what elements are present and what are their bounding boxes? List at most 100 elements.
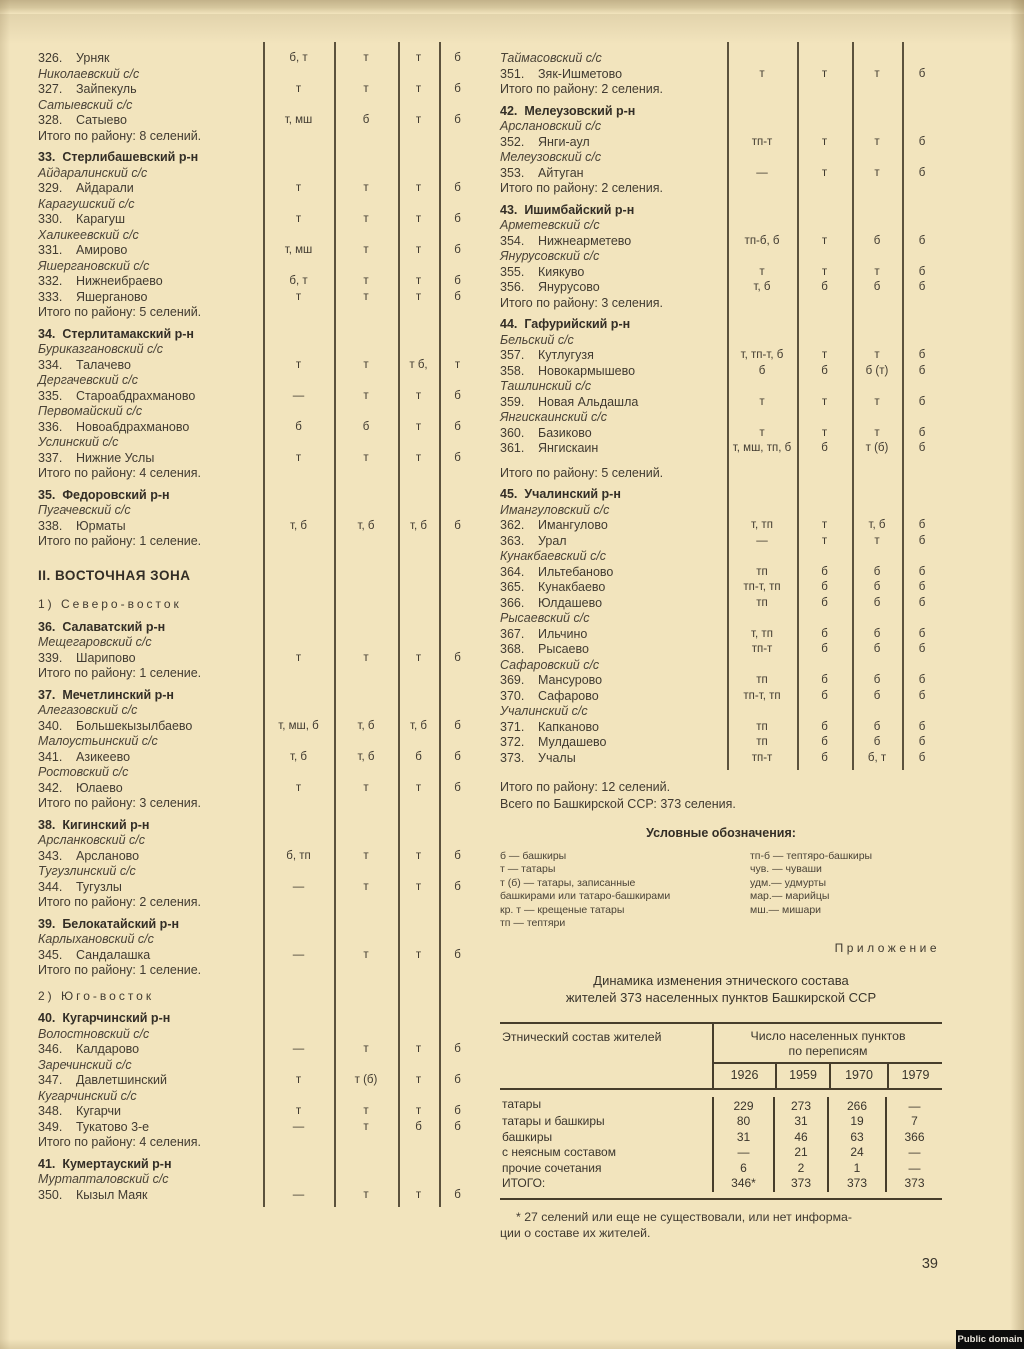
district-heading: 33. Стерлибашевский р-н (38, 150, 199, 164)
count-cell: 373 (773, 1176, 827, 1192)
district-heading: 45. Учалинский р-н (500, 487, 621, 501)
ethnicity-code-cell: т, б (357, 719, 375, 732)
ethnicity-code-cell: б (918, 627, 926, 640)
settlement-number: 360. (500, 425, 525, 440)
district-total: Итого по району: 1 селение. (38, 534, 202, 548)
ethnicity-code-cell: б, т (289, 275, 308, 287)
settlement-name: 342. Юлаево (38, 780, 123, 795)
appendix-table-row: ИТОГО: 346* 373 373 373 (500, 1176, 942, 1192)
ethnicity-code-cell: т (415, 948, 422, 961)
settlement-row: 331. Амирово т, мш т т б (38, 243, 476, 259)
settlement-row: 367. Ильчино т, тп б б б (500, 627, 942, 643)
ethnicity-code-cell: б (873, 565, 881, 578)
settlement-number: 340. (38, 718, 63, 733)
count-cell: 31 (712, 1129, 773, 1145)
settlement-number: 354. (500, 233, 525, 248)
district-total: Итого по району: 4 селения. (38, 1135, 201, 1149)
selsovet-label: Заречинский с/с (38, 1057, 132, 1072)
ethnicity-code-cell: б (454, 849, 461, 862)
ethnicity-code-cell: б (362, 420, 370, 433)
ethnicity-code-cell: т (363, 781, 369, 794)
ethnicity-code-cell: т (415, 880, 422, 893)
settlements-table-left-ruled-area: 326. Урняк б, т т т б Николаевский с/с 327. Зайп… (38, 42, 476, 1207)
settlement-name: 366. Юлдашево (500, 595, 603, 610)
settlement-row: 372. Мулдашево тп б б б (500, 735, 942, 751)
ethnicity-code-cell: т (295, 182, 302, 194)
settlement-row: 326. Урняк б, т т т б (38, 51, 476, 67)
settlement-number: 335. (38, 388, 63, 403)
settlement-number: 356. (500, 280, 525, 294)
ethnicity-code-cell: т б, (409, 358, 428, 371)
ethnicity-code-cell: — (292, 1120, 305, 1133)
settlement-number: 346. (38, 1042, 63, 1056)
ethnicity-code-cell: т (415, 1105, 422, 1117)
settlement-number: 349. (38, 1119, 63, 1134)
settlement-name: 354. Нижнеарметево (500, 233, 632, 248)
ethnicity-code-cell: б (918, 426, 926, 439)
ethnicity-code-cell: т, тп (751, 519, 773, 531)
ethnicity-code-cell: т (415, 1188, 422, 1201)
settlements-table-left-column: 326. Урняк б, т т т б Николаевский с/с 327. Зайп… (38, 42, 476, 1207)
ethnicity-code-cell: т (б) (865, 442, 889, 454)
district-heading: 44. Гафурийский р-н (500, 317, 631, 331)
ethnicity-code-cell: б (821, 643, 828, 655)
ethnic-composition-label: ИТОГО: (502, 1176, 546, 1190)
settlement-number: 366. (500, 595, 525, 610)
count-cell: — (885, 1096, 942, 1114)
legend-right-column: тп-б — тептяро-башкиры чув. — чуваши удм.—… (746, 850, 942, 931)
ethnicity-code-cell: б, т (289, 52, 308, 64)
ethnicity-code-cell: — (756, 166, 768, 179)
settlements-table-right-column: Таймасовский с/с 351. Зяк-Ишметово т т т б Итог… (500, 42, 942, 1272)
ethnicity-code-cell: т, б (290, 750, 307, 763)
ethnicity-code-cell: — (292, 1043, 305, 1055)
ethnicity-code-cell: б (873, 736, 881, 748)
selsovet-label: Янгискаинский с/с (500, 410, 607, 424)
ethnicity-code-cell: б (454, 213, 461, 225)
ethnicity-code-cell: т (363, 244, 369, 256)
district-heading: 35. Федоровский р-н (38, 487, 170, 502)
ethnicity-code-cell: т (415, 52, 422, 64)
ethnicity-code-cell: т (363, 1105, 369, 1117)
ethnicity-code-cell: т, б (410, 719, 427, 732)
subzone-heading: 1) Северо-восток (38, 597, 182, 611)
ethnicity-code-cell: б (873, 596, 881, 609)
ethnicity-code-cell: т (415, 213, 422, 225)
count-cell: 373 (885, 1176, 942, 1192)
ethnicity-code-cell: т (415, 389, 422, 402)
selsovet-label: Буриказгановский с/с (38, 342, 163, 356)
ethnicity-code-cell: т (821, 135, 828, 148)
appendix-table-row: с неясным составом —21 24— (500, 1145, 942, 1161)
settlement-name: 331. Амирово (38, 243, 128, 257)
settlement-name: 334. Талачево (38, 357, 131, 372)
ethnicity-code-cell: т (821, 166, 828, 179)
selsovet-label: Ростовский с/с (38, 765, 129, 779)
ethnicity-code-cell: б (454, 948, 461, 961)
legend-entry: т (б) — татары, записанные (500, 876, 636, 889)
census-year: 1926 (730, 1068, 759, 1082)
scan-top-shadow (0, 14, 1024, 44)
selsovet-label: Арметевский с/с (500, 218, 600, 232)
settlement-row: 356. Янурусово т, б б б б (500, 280, 942, 296)
count-cell: 2 (773, 1160, 827, 1176)
ethnicity-code-cell: б (821, 565, 828, 578)
ethnicity-code-cell: т, б (753, 281, 771, 293)
ethnicity-code-cell: б (454, 1074, 461, 1086)
settlement-row: 351. Зяк-Ишметово т т т б (500, 67, 942, 83)
settlement-name: 345. Сандалашка (38, 947, 151, 962)
settlement-name: 330. Карагуш (38, 212, 125, 226)
settlement-name: 333. Яшерганово (38, 289, 148, 304)
ethnicity-code-cell: т (363, 182, 369, 194)
count-cell: 7 (885, 1114, 942, 1130)
district-total: Итого по району: 4 селения. (38, 466, 201, 480)
ethnicity-code-cell: б (454, 389, 461, 402)
ethnicity-code-cell: б (415, 750, 422, 763)
ethnicity-code-cell: б (454, 1105, 461, 1117)
settlement-row: 344. Тугузлы — т т б (38, 880, 476, 896)
ethnicity-code-cell: т, мш, б (278, 719, 319, 732)
count-cell: 21 (773, 1145, 827, 1161)
ethnicity-code-cell: т (874, 426, 880, 439)
republic-total: Всего по Башкирской ССР: 373 селения. (500, 796, 736, 811)
table-rule (398, 42, 400, 1207)
ethnicity-code-cell: б (918, 565, 926, 578)
count-cell: 6 (712, 1160, 773, 1176)
